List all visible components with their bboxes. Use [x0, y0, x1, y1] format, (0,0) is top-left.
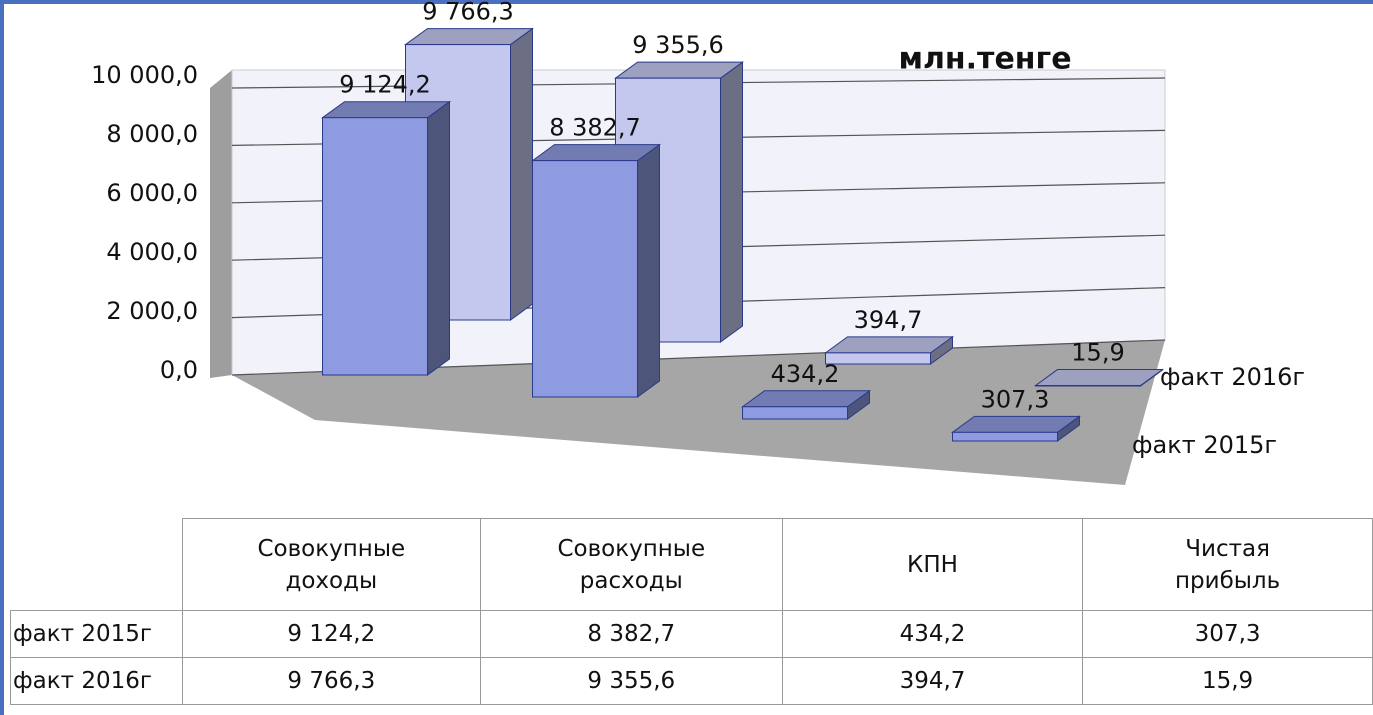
bar: [740, 389, 872, 420]
bar: [530, 143, 662, 398]
side-wall: [210, 70, 232, 378]
header-text: КПН: [907, 551, 958, 578]
series-label: факт 2015г: [1132, 431, 1277, 459]
bar: [823, 335, 955, 365]
table-cell: 434,2: [781, 610, 1084, 658]
header-text: Совокупные расходы: [557, 535, 706, 594]
bar-front: [532, 160, 638, 398]
y-tick-label: 10 000,0: [91, 61, 198, 89]
bar-front: [742, 406, 848, 420]
bar-front: [825, 352, 931, 365]
value-label: 9 766,3: [422, 0, 514, 26]
y-tick-label: 4 000,0: [106, 238, 198, 266]
table-row: факт 2016г 9 766,3 9 355,6 394,7 15,9: [10, 657, 1373, 705]
chart: млн.тенге 0,0 2 000,0 4 000,0 6 000,0 8 000,…: [91, 0, 1305, 485]
y-tick-label: 6 000,0: [106, 179, 198, 207]
bar-front: [952, 431, 1058, 442]
y-tick-label: 2 000,0: [106, 297, 198, 325]
column-header: Совокупные доходы: [181, 518, 481, 611]
header-text: Чистая прибыль: [1175, 535, 1281, 594]
data-table: Совокупные доходы Совокупные расходы КПН Чи…: [10, 518, 1373, 705]
series-label: факт 2016г: [1160, 363, 1305, 391]
bar-top: [950, 415, 1082, 433]
value-label: 9 124,2: [339, 71, 431, 99]
value-label: 307,3: [981, 385, 1050, 413]
value-label: 8 382,7: [549, 114, 641, 142]
table-header: Совокупные доходы Совокупные расходы КПН Чи…: [10, 518, 1373, 611]
value-label: 394,7: [854, 306, 923, 334]
bar-top: [613, 61, 745, 79]
table-cell: 9 355,6: [479, 657, 783, 705]
column-header: Совокупные расходы: [479, 518, 783, 611]
bar-top: [320, 101, 452, 119]
y-tick-label: 8 000,0: [106, 120, 198, 148]
column-header: КПН: [781, 518, 1084, 611]
bar: [950, 415, 1082, 442]
bar-side: [427, 100, 450, 376]
bar-side: [637, 143, 660, 398]
table-cell: 9 124,2: [181, 610, 481, 658]
bar-side: [510, 27, 533, 321]
table-row: факт 2015г 9 124,2 8 382,7 434,2 307,3: [10, 610, 1373, 658]
corner: [10, 518, 183, 611]
bar-top: [823, 336, 955, 354]
table-cell: 9 766,3: [181, 657, 481, 705]
table-cell: 394,7: [781, 657, 1084, 705]
row-header: факт 2016г: [10, 657, 183, 705]
table-cell: 307,3: [1082, 610, 1373, 658]
y-tick-label: 0,0: [160, 356, 198, 384]
bar-top: [1033, 369, 1165, 387]
bar-side: [720, 61, 743, 343]
floor: [232, 340, 1165, 485]
bar-top: [530, 144, 662, 162]
bar-front: [322, 117, 428, 376]
table-cell: 8 382,7: [479, 610, 783, 658]
bar-top: [403, 28, 535, 46]
row-header: факт 2015г: [10, 610, 183, 658]
column-header: Чистая прибыль: [1082, 518, 1373, 611]
table-cell: 15,9: [1082, 657, 1373, 705]
bar-top: [740, 390, 872, 408]
unit-title: млн.тенге: [898, 42, 1071, 77]
value-label: 9 355,6: [632, 31, 724, 59]
bar: [1033, 368, 1165, 387]
value-label: 15,9: [1071, 339, 1124, 367]
bar: [320, 100, 452, 376]
value-label: 434,2: [771, 360, 840, 388]
header-text: Совокупные доходы: [257, 535, 406, 594]
